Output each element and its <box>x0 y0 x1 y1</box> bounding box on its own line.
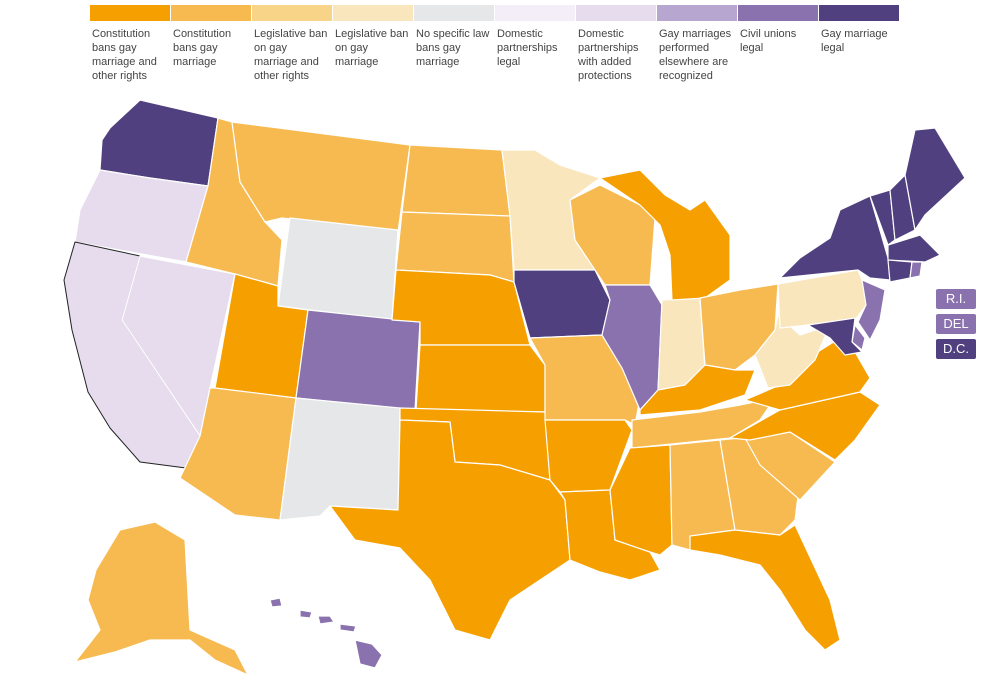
legend-item-domestic-partnerships-protections: Domestic partnerships with added protect… <box>576 5 656 83</box>
legend-item-civil-unions: Civil unions legal <box>738 5 818 55</box>
state-alaska[interactable] <box>74 521 249 676</box>
map-legend: Constitution bans gay marriage and other… <box>90 5 900 95</box>
state-florida[interactable] <box>689 524 841 651</box>
legend-item-constitution-ban-other-rights: Constitution bans gay marriage and other… <box>90 5 170 83</box>
legend-item-legislative-ban: Legislative ban on gay marriage <box>333 5 413 69</box>
legend-swatch <box>171 5 251 21</box>
legend-swatch <box>819 5 899 21</box>
legend-swatch <box>414 5 494 21</box>
legend-swatch <box>657 5 737 21</box>
legend-label: Legislative ban on gay marriage and othe… <box>254 28 328 82</box>
state-iowa[interactable] <box>513 269 611 339</box>
legend-label: Constitution bans gay marriage and other… <box>92 28 157 82</box>
state-texas[interactable] <box>329 419 571 641</box>
legend-swatch <box>90 5 170 21</box>
state-kansas[interactable] <box>415 344 546 413</box>
legend-label: Domestic partnerships with added protect… <box>578 28 639 82</box>
legend-item-domestic-partnerships: Domestic partnerships legal <box>495 5 575 69</box>
state-massachusetts[interactable] <box>887 234 941 263</box>
state-new-jersey[interactable] <box>857 279 886 341</box>
legend-label: Legislative ban on gay marriage <box>335 28 409 68</box>
state-north-dakota[interactable] <box>401 144 511 217</box>
state-michigan[interactable] <box>599 169 731 301</box>
state-maine[interactable] <box>904 127 966 231</box>
state-hawaii[interactable] <box>269 597 383 669</box>
legend-label: No specific law bans gay marriage <box>416 28 490 68</box>
legend-label: Domestic partnerships legal <box>497 28 558 68</box>
state-colorado[interactable] <box>295 309 421 411</box>
state-new-york[interactable] <box>779 195 891 281</box>
legend-item-marriages-recognized: Gay marriages performed elsewhere are re… <box>657 5 737 83</box>
legend-swatch <box>495 5 575 21</box>
state-maryland[interactable] <box>807 317 863 356</box>
legend-swatch <box>333 5 413 21</box>
legend-label: Civil unions legal <box>740 28 797 54</box>
legend-swatch <box>738 5 818 21</box>
legend-item-gay-marriage-legal: Gay marriage legal <box>819 5 899 55</box>
state-pennsylvania[interactable] <box>777 269 871 329</box>
badge-dc[interactable]: D.C. <box>936 339 976 359</box>
legend-item-legislative-ban-other-rights: Legislative ban on gay marriage and othe… <box>252 5 332 83</box>
legend-label: Gay marriage legal <box>821 28 888 54</box>
state-connecticut[interactable] <box>887 259 913 283</box>
state-rhode-island[interactable] <box>909 261 923 279</box>
legend-label: Gay marriages performed elsewhere are re… <box>659 28 732 82</box>
state-kentucky[interactable] <box>639 364 756 416</box>
badge-rhode-island[interactable]: R.I. <box>936 289 976 309</box>
legend-swatch <box>576 5 656 21</box>
badge-delaware[interactable]: DEL <box>936 314 976 334</box>
legend-swatch <box>252 5 332 21</box>
state-new-mexico[interactable] <box>279 397 401 521</box>
legend-label: Constitution bans gay marriage <box>173 28 232 68</box>
legend-item-no-specific-law: No specific law bans gay marriage <box>414 5 494 69</box>
legend-item-constitution-ban: Constitution bans gay marriage <box>171 5 251 69</box>
state-wyoming[interactable] <box>277 217 399 321</box>
